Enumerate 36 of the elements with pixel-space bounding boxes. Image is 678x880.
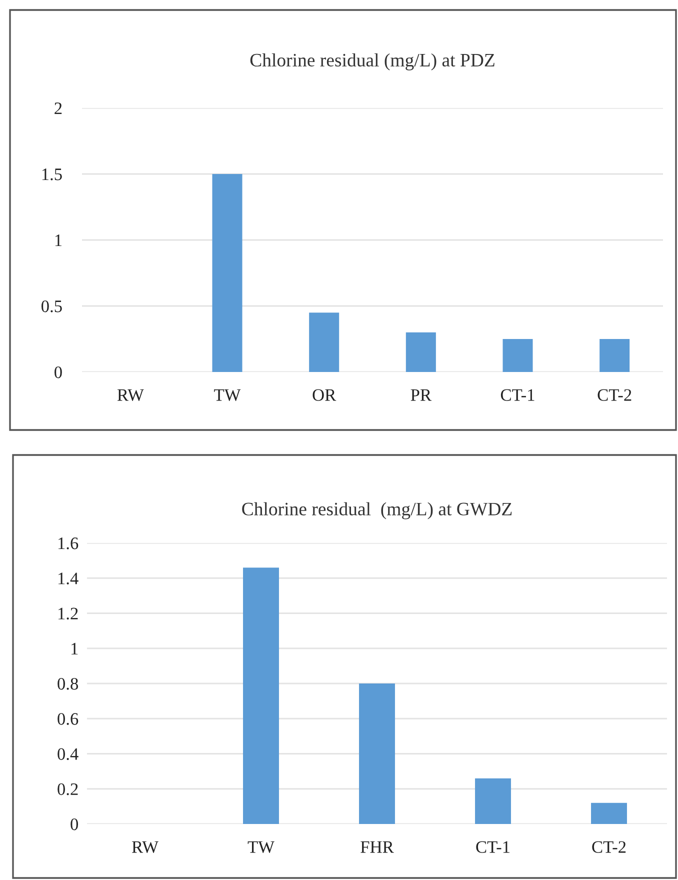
- y-tick-label: 1: [55, 234, 62, 246]
- x-tick-label: RW: [117, 389, 144, 401]
- y-tick-label: 1.4: [58, 572, 78, 584]
- bar: [502, 339, 533, 372]
- x-tick-label: RW: [132, 841, 158, 853]
- x-tick-label: CT-1: [500, 389, 534, 401]
- bar: [475, 778, 511, 824]
- bar: [359, 684, 395, 824]
- y-tick-label: 0.8: [58, 678, 78, 690]
- x-tick-label: PR: [410, 389, 432, 401]
- bar: [212, 174, 242, 372]
- bar: [591, 802, 627, 824]
- bar: [406, 332, 436, 372]
- y-tick-label: 1.6: [58, 538, 78, 550]
- chart-title: Chlorine residual (mg/L) at GWDZ: [242, 502, 512, 520]
- x-tick-label: TW: [248, 841, 274, 853]
- y-tick-label: 1.2: [58, 608, 78, 620]
- x-tick-label: FHR: [360, 841, 394, 853]
- y-tick-label: 0.5: [42, 300, 62, 312]
- x-tick-label: CT-2: [598, 389, 632, 401]
- y-tick-label: 1.5: [42, 168, 62, 180]
- y-tick-label: 0.6: [58, 713, 78, 725]
- x-tick-label: CT-2: [592, 841, 626, 853]
- x-tick-label: CT-1: [476, 841, 510, 853]
- y-tick-label: 1: [72, 642, 78, 654]
- y-tick-label: 0: [54, 366, 62, 378]
- bar: [309, 312, 340, 372]
- y-tick-label: 0.2: [58, 783, 78, 796]
- y-tick-label: 0.4: [58, 748, 78, 760]
- bar: [600, 339, 630, 372]
- x-tick-label: OR: [312, 389, 336, 401]
- x-tick-label: TW: [214, 389, 241, 401]
- y-tick-label: 0: [70, 818, 78, 830]
- chart-title: Chlorine residual (mg/L) at PDZ: [250, 53, 494, 70]
- y-tick-label: 2: [54, 102, 62, 114]
- bar: [243, 568, 279, 824]
